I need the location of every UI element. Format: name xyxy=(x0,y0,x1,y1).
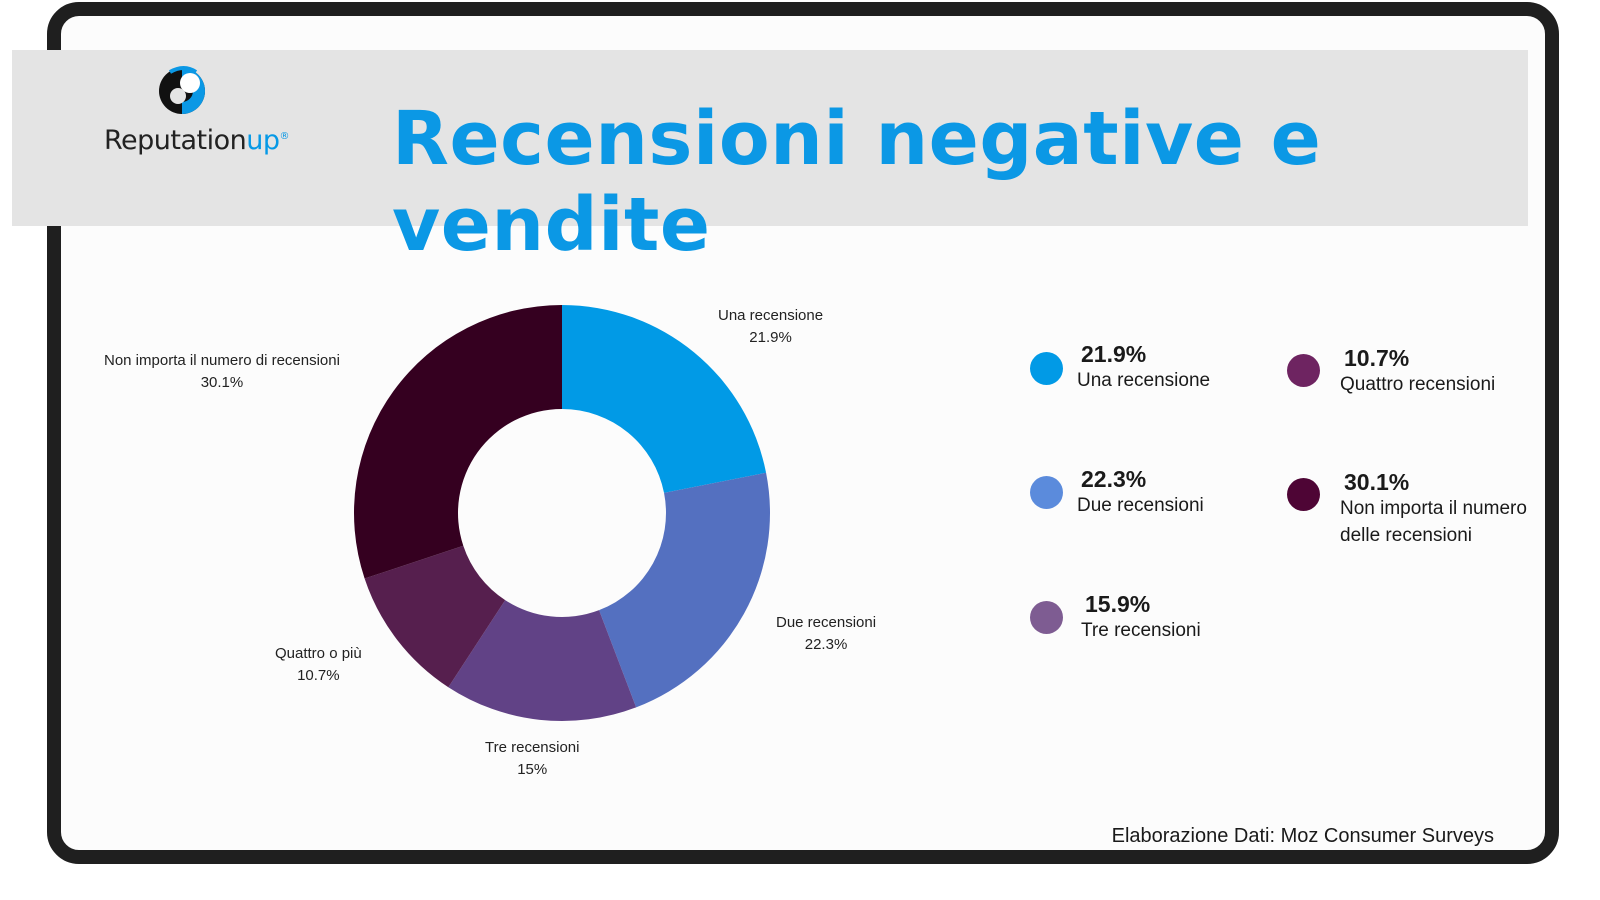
donut-slice-4 xyxy=(354,305,562,579)
legend-label-line2: delle recensioni xyxy=(1340,525,1473,546)
header-banner xyxy=(12,50,1528,226)
logo-wordmark: Reputationup® xyxy=(104,125,290,156)
slice-label-una: Una recensione 21.9% xyxy=(718,305,823,349)
slice-label-name: Non importa il numero di recensioni xyxy=(104,352,340,369)
slice-label-name: Quattro o più xyxy=(275,645,362,662)
legend-dot xyxy=(1030,352,1063,385)
data-source-note: Elaborazione Dati: Moz Consumer Surveys xyxy=(1111,825,1494,847)
slice-label-name: Una recensione xyxy=(718,307,824,324)
slice-label-name: Tre recensioni xyxy=(485,739,580,756)
slice-label-value: 10.7% xyxy=(297,667,340,684)
reputation-up-logo-icon xyxy=(159,66,205,114)
legend-dot xyxy=(1287,478,1320,511)
legend-pct: 21.9% xyxy=(1081,341,1147,367)
donut-slice-0 xyxy=(562,305,767,493)
legend-dot xyxy=(1030,601,1063,634)
donut-slice-2 xyxy=(448,600,637,721)
logo-registered-mark: ® xyxy=(279,131,290,142)
legend-label: Tre recensioni xyxy=(1081,620,1201,641)
legend-pct: 30.1% xyxy=(1344,469,1410,495)
slice-label-value: 22.3% xyxy=(804,636,848,653)
page-title: Recensioni negative e vendite xyxy=(392,96,1322,268)
slice-label-name: Due recensioni xyxy=(776,614,877,631)
slice-label-value: 21.9% xyxy=(749,329,792,346)
legend-dot xyxy=(1030,476,1063,509)
legend-label: Due recensioni xyxy=(1077,495,1204,516)
legend-label: Quattro recensioni xyxy=(1340,374,1496,395)
slice-label-value: 30.1% xyxy=(200,374,244,391)
slice-label-tre: Tre recensioni 15% xyxy=(485,737,579,781)
legend-label-line1: Non importa il numero xyxy=(1340,498,1527,519)
slice-label-quattro: Quattro o più 10.7% xyxy=(275,643,362,687)
logo-text-main: Reputation xyxy=(104,125,247,156)
legend-label: Una recensione xyxy=(1077,370,1211,391)
logo-text-accent: up xyxy=(246,125,280,156)
donut-slice-1 xyxy=(599,472,771,708)
donut-slice-3 xyxy=(364,545,506,688)
legend-dot xyxy=(1287,354,1320,387)
slice-label-non-importa: Non importa il numero di recensioni 30.1… xyxy=(104,350,340,394)
slice-label-value: 15% xyxy=(517,761,548,778)
slice-label-due: Due recensioni 22.3% xyxy=(776,612,876,656)
legend-pct: 15.9% xyxy=(1085,591,1151,617)
legend-pct: 10.7% xyxy=(1344,345,1410,371)
legend-pct: 22.3% xyxy=(1081,466,1147,492)
